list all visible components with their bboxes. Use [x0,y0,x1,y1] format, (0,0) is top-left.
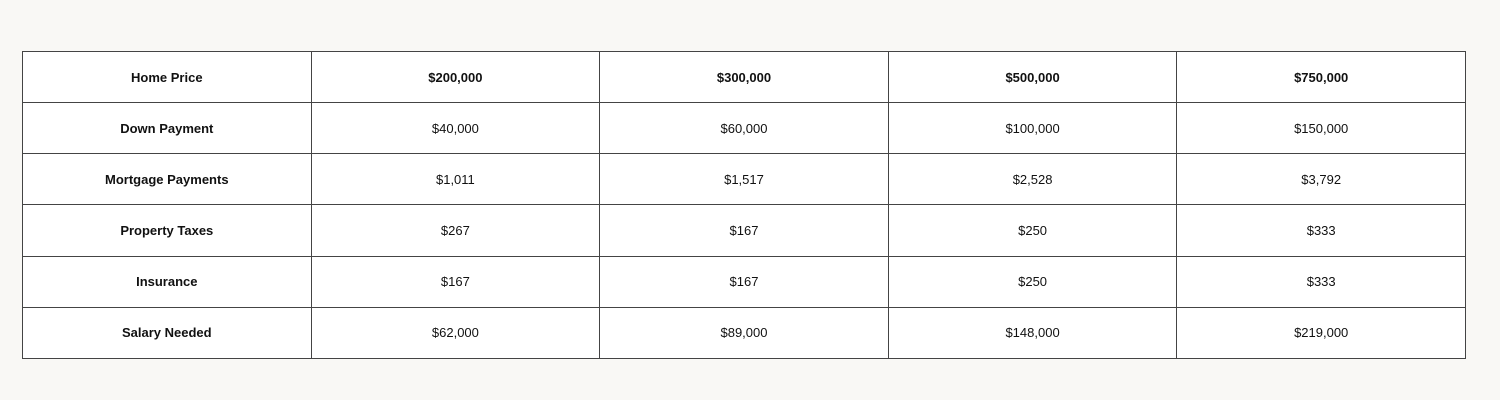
table-header-row: Home Price $200,000 $300,000 $500,000 $7… [22,50,1466,104]
table-row: Insurance $167 $167 $250 $333 [22,255,1466,308]
row-label: Property Taxes [22,204,312,257]
table-cell: $89,000 [599,306,889,360]
table-cell: $1,517 [599,153,889,206]
home-affordability-table: Home Price $200,000 $300,000 $500,000 $7… [22,50,1466,360]
table-cell: $150,000 [1176,102,1466,155]
table-cell: $40,000 [310,102,601,155]
row-label: Insurance [22,255,312,308]
header-cell: $300,000 [599,50,889,104]
table-cell: $60,000 [599,102,889,155]
table-cell: $219,000 [1176,306,1466,360]
row-label: Down Payment [22,102,312,155]
row-label: Mortgage Payments [22,153,312,206]
table-cell: $1,011 [310,153,601,206]
table-cell: $250 [887,255,1178,308]
table-cell: $148,000 [887,306,1178,360]
table-cell: $62,000 [310,306,601,360]
table-row: Down Payment $40,000 $60,000 $100,000 $1… [22,102,1466,155]
table-cell: $333 [1176,255,1466,308]
table-row: Salary Needed $62,000 $89,000 $148,000 $… [22,306,1466,360]
table-cell: $3,792 [1176,153,1466,206]
table-cell: $250 [887,204,1178,257]
row-label: Home Price [22,50,312,104]
table-row: Property Taxes $267 $167 $250 $333 [22,204,1466,257]
table-cell: $167 [599,204,889,257]
header-cell: $500,000 [887,50,1178,104]
header-cell: $750,000 [1176,50,1466,104]
table-cell: $100,000 [887,102,1178,155]
table-cell: $2,528 [887,153,1178,206]
header-cell: $200,000 [310,50,601,104]
table-cell: $267 [310,204,601,257]
table-cell: $333 [1176,204,1466,257]
table-cell: $167 [599,255,889,308]
row-label: Salary Needed [22,306,312,360]
table-row: Mortgage Payments $1,011 $1,517 $2,528 $… [22,153,1466,206]
table-cell: $167 [310,255,601,308]
